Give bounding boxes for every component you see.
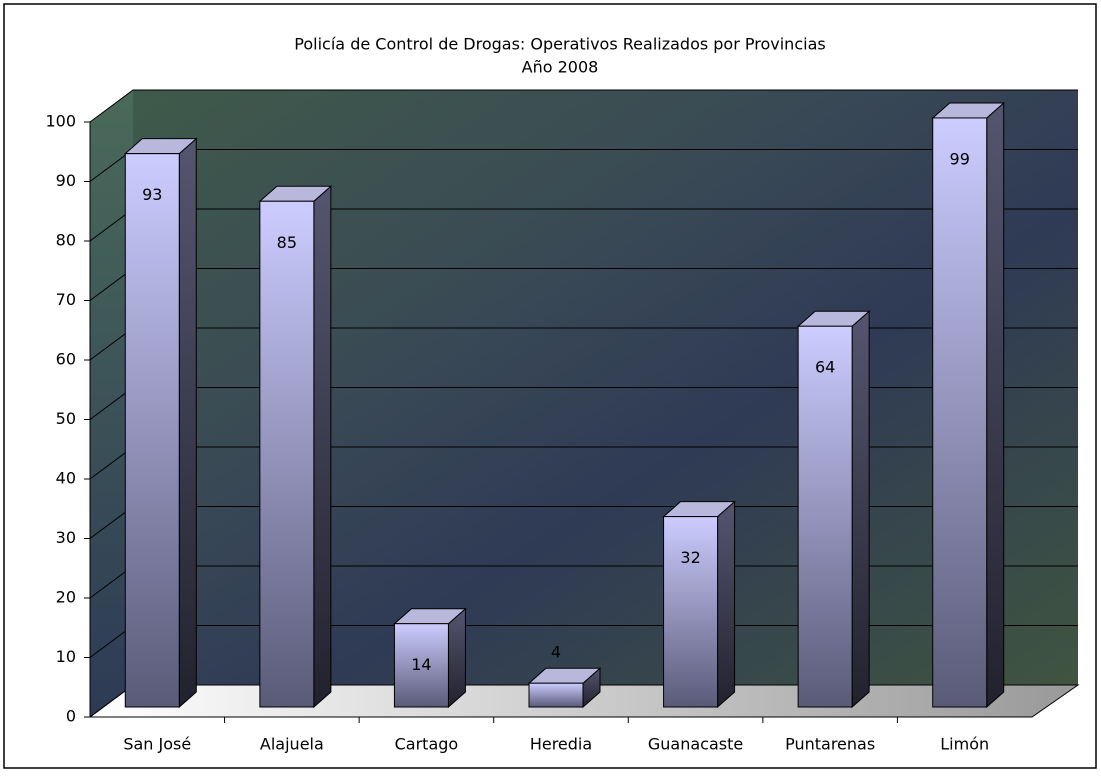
bar: [664, 517, 718, 707]
y-tick-label: 50: [56, 409, 76, 428]
value-label: 14: [411, 655, 431, 674]
value-label: 32: [680, 548, 700, 567]
x-tick-label: Puntarenas: [785, 735, 875, 754]
bar: [529, 683, 583, 707]
y-tick-label: 90: [56, 171, 76, 190]
y-tick-label: 80: [56, 231, 76, 250]
bar-side: [987, 103, 1004, 707]
x-tick-label: Alajuela: [260, 735, 324, 754]
x-tick-label: Limón: [940, 735, 989, 754]
value-label: 4: [551, 643, 561, 662]
bar-side: [448, 609, 465, 707]
y-tick-label: 10: [56, 647, 76, 666]
chart-title: Policía de Control de Drogas: Operativos…: [294, 35, 825, 54]
bar-side: [852, 311, 869, 707]
y-tick-label: 40: [56, 469, 76, 488]
bar: [933, 118, 987, 707]
y-tick-label: 20: [56, 588, 76, 607]
x-tick-label: Cartago: [395, 735, 459, 754]
chart-subtitle: Año 2008: [522, 58, 599, 77]
value-label: 93: [142, 185, 162, 204]
y-tick-label: 0: [66, 707, 76, 726]
y-tick-label: 100: [45, 112, 76, 131]
value-label: 64: [815, 358, 835, 377]
bar-side: [179, 139, 196, 707]
bar-side: [718, 502, 735, 707]
bar-side: [314, 186, 331, 707]
y-tick-label: 30: [56, 528, 76, 547]
value-label: 99: [950, 149, 970, 168]
chart: Policía de Control de Drogas: Operativos…: [0, 0, 1101, 773]
x-tick-label: Guanacaste: [648, 735, 743, 754]
bar: [260, 201, 314, 707]
y-tick-label: 70: [56, 290, 76, 309]
bar: [798, 326, 852, 707]
x-tick-label: Heredia: [530, 735, 592, 754]
x-tick-label: San José: [123, 735, 191, 754]
value-label: 85: [277, 233, 297, 252]
y-tick-label: 60: [56, 350, 76, 369]
bar: [125, 154, 179, 707]
